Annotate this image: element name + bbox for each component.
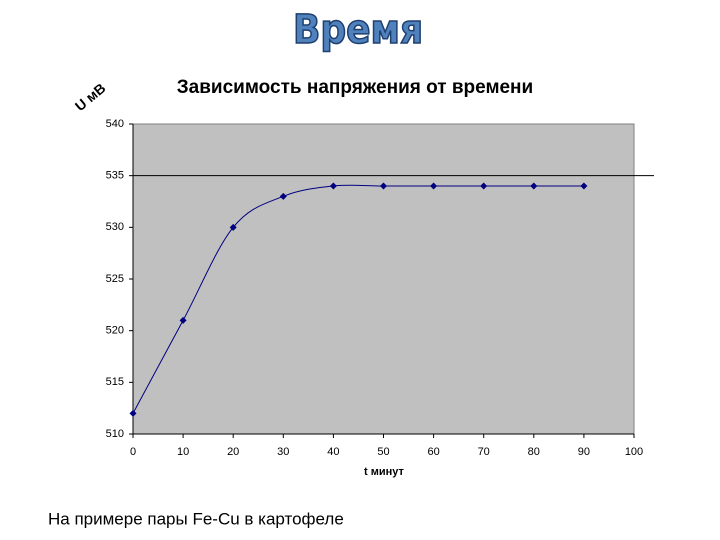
x-tick-label: 0 bbox=[130, 446, 136, 458]
data-point bbox=[530, 182, 538, 190]
x-tick-label: 80 bbox=[528, 446, 540, 458]
x-tick-label: 70 bbox=[478, 446, 490, 458]
x-tick-label: 60 bbox=[427, 446, 439, 458]
line-series bbox=[132, 184, 584, 414]
x-axis-label: t минут bbox=[364, 466, 405, 478]
data-point bbox=[380, 182, 387, 190]
y-tick-label: 540 bbox=[106, 118, 124, 130]
y-tick-label: 515 bbox=[106, 376, 124, 388]
y-tick-label: 535 bbox=[106, 170, 124, 182]
y-tick-label: 520 bbox=[106, 325, 124, 337]
x-tick-label: 10 bbox=[177, 446, 189, 458]
data-point bbox=[430, 182, 438, 190]
slide-title: Время bbox=[293, 7, 423, 53]
data-point bbox=[329, 182, 337, 190]
chart-title: Зависимость напряжения от времени bbox=[177, 77, 533, 98]
data-point bbox=[580, 182, 588, 190]
data-point bbox=[229, 223, 237, 231]
x-tick-label: 40 bbox=[327, 446, 339, 458]
caption: На примере пары Fe-Cu в картофеле bbox=[48, 509, 344, 528]
x-tick-label: 20 bbox=[227, 446, 239, 458]
x-tick-label: 100 bbox=[625, 446, 643, 458]
y-tick-label: 525 bbox=[106, 273, 124, 285]
y-tick-label: 530 bbox=[106, 221, 124, 233]
plot-area bbox=[132, 123, 635, 435]
y-tick-label: 510 bbox=[106, 428, 124, 440]
data-point bbox=[129, 409, 137, 417]
data-point bbox=[480, 182, 488, 190]
data-point bbox=[279, 192, 287, 200]
y-axis-label: U мВ bbox=[72, 80, 109, 114]
x-tick-label: 50 bbox=[377, 446, 389, 458]
x-tick-label: 30 bbox=[277, 446, 289, 458]
data-point bbox=[179, 316, 187, 324]
x-tick-label: 90 bbox=[578, 446, 590, 458]
